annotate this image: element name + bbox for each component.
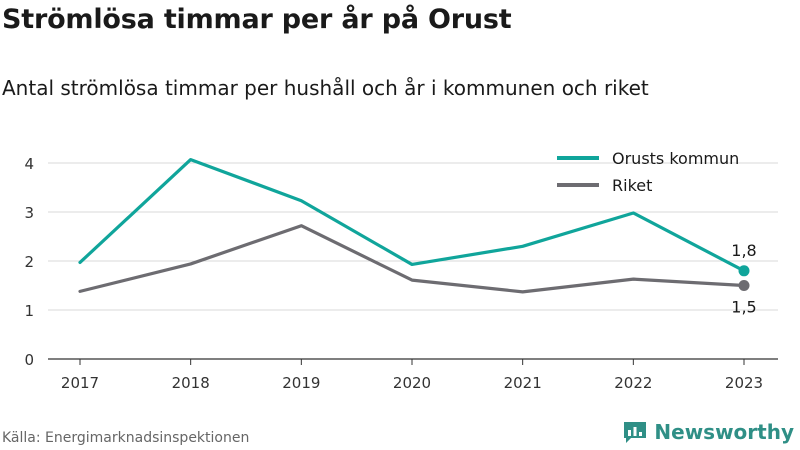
x-tick-label: 2021 [504, 374, 542, 392]
brand: Newsworthy [622, 420, 794, 444]
y-tick-label: 4 [24, 155, 34, 173]
chart-title: Strömlösa timmar per år på Orust [2, 4, 512, 35]
x-tick-label: 2018 [172, 374, 210, 392]
chart-subtitle: Antal strömlösa timmar per hushåll och å… [2, 76, 649, 100]
brand-name: Newsworthy [654, 420, 794, 444]
legend-label-riket: Riket [612, 176, 652, 195]
newsworthy-logo-icon [624, 422, 647, 443]
x-tick-label: 2020 [393, 374, 431, 392]
y-tick-label: 1 [24, 302, 34, 320]
end-point-orust [738, 265, 750, 277]
end-label-riket: 1,5 [731, 298, 756, 317]
x-tick-label: 2022 [614, 374, 652, 392]
source-note: Källa: Energimarknadsinspektionen [2, 430, 250, 446]
end-point-riket [738, 280, 750, 291]
x-tick-label: 2019 [282, 374, 320, 392]
y-tick-label: 3 [24, 204, 34, 222]
x-tick-label: 2017 [61, 374, 99, 392]
legend-label-orust: Orusts kommun [612, 149, 739, 168]
series-line-orust [78, 157, 746, 273]
x-tick-label: 2023 [725, 374, 763, 392]
series-line-riket [78, 224, 746, 294]
y-tick-label: 2 [24, 253, 34, 271]
end-label-orust: 1,8 [731, 241, 756, 260]
y-tick-label: 0 [24, 351, 34, 369]
